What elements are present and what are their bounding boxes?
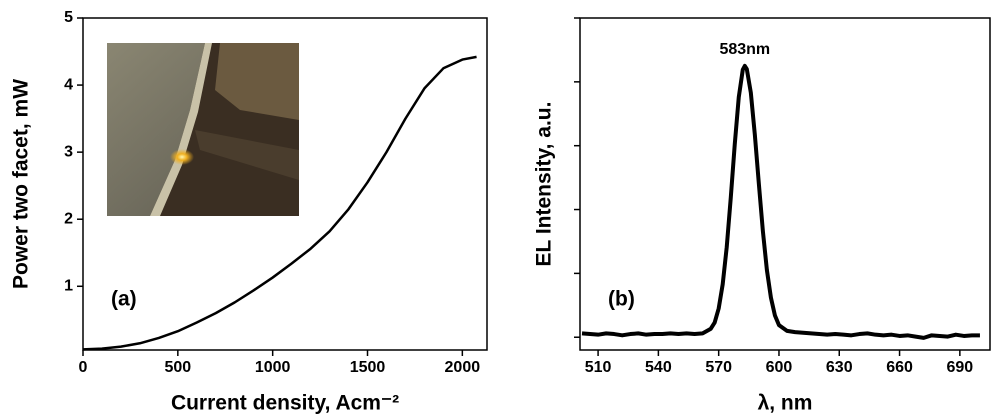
y-axis-label: EL Intensity, a.u. <box>533 102 556 267</box>
x-tick-label: 660 <box>886 359 913 376</box>
panel: 510 540 570 600 630 660 690 λ, nm EL Intensity, … <box>533 17 991 415</box>
x-tick-label: 2000 <box>445 359 481 376</box>
y-tick-label: 1 <box>64 278 73 295</box>
plot-frame <box>82 17 488 351</box>
data-line <box>82 55 477 351</box>
x-tick-label: 0 <box>79 359 88 376</box>
y-tick-label: 3 <box>64 143 73 160</box>
x-tick-label: 690 <box>947 359 974 376</box>
y-axis-label: Power two facet, mW <box>10 79 33 289</box>
inset-photo <box>107 43 299 216</box>
x-tick-label: 1500 <box>350 359 386 376</box>
x-axis-label: Current density, Acm⁻² <box>171 392 399 415</box>
y-tick-label: 5 <box>64 9 73 26</box>
x-tick-label: 510 <box>585 359 612 376</box>
panel-label: (a) <box>111 288 137 311</box>
plot-frame <box>579 17 991 351</box>
y-tick-label: 2 <box>64 210 73 227</box>
x-tick-label: 1000 <box>255 359 291 376</box>
x-axis-label: λ, nm <box>758 392 813 415</box>
data-line <box>581 63 980 340</box>
x-tick-label: 600 <box>766 359 793 376</box>
y-tick-label: 4 <box>64 76 73 93</box>
panel: 0 500 1000 1500 2000 1 2 3 4 5 Current density, Ac… <box>10 9 488 415</box>
x-tick-label: 540 <box>645 359 672 376</box>
x-tick-label: 630 <box>826 359 853 376</box>
peak-annotation: 583nm <box>719 41 770 58</box>
x-tick-label: 570 <box>705 359 732 376</box>
x-tick-label: 500 <box>164 359 191 376</box>
panel-label: (b) <box>608 288 635 311</box>
